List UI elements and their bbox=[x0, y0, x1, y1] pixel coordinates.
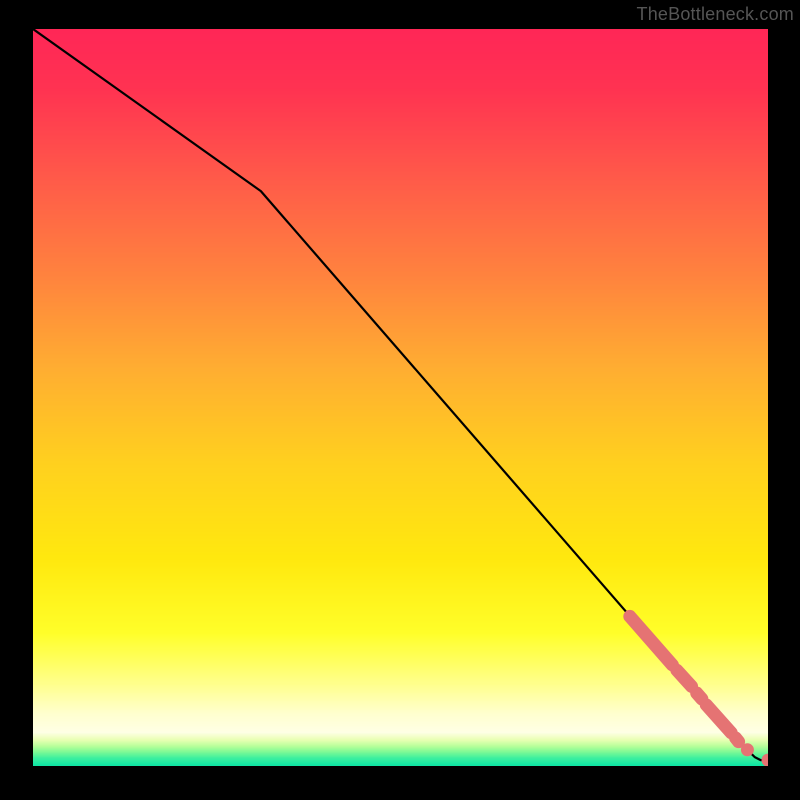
end-dots bbox=[741, 743, 768, 766]
thick-segment bbox=[736, 738, 739, 742]
thick-segment bbox=[630, 616, 673, 665]
root: TheBottleneck.com bbox=[0, 0, 800, 800]
thick-segment bbox=[697, 693, 702, 699]
watermark-text: TheBottleneck.com bbox=[637, 4, 794, 25]
thick-segments bbox=[630, 616, 739, 741]
chart-overlay-svg bbox=[33, 29, 768, 766]
thick-segment bbox=[706, 705, 731, 733]
end-dot bbox=[741, 743, 754, 756]
plot-area bbox=[33, 29, 768, 766]
thick-segment bbox=[677, 670, 692, 686]
end-dot bbox=[762, 754, 769, 766]
